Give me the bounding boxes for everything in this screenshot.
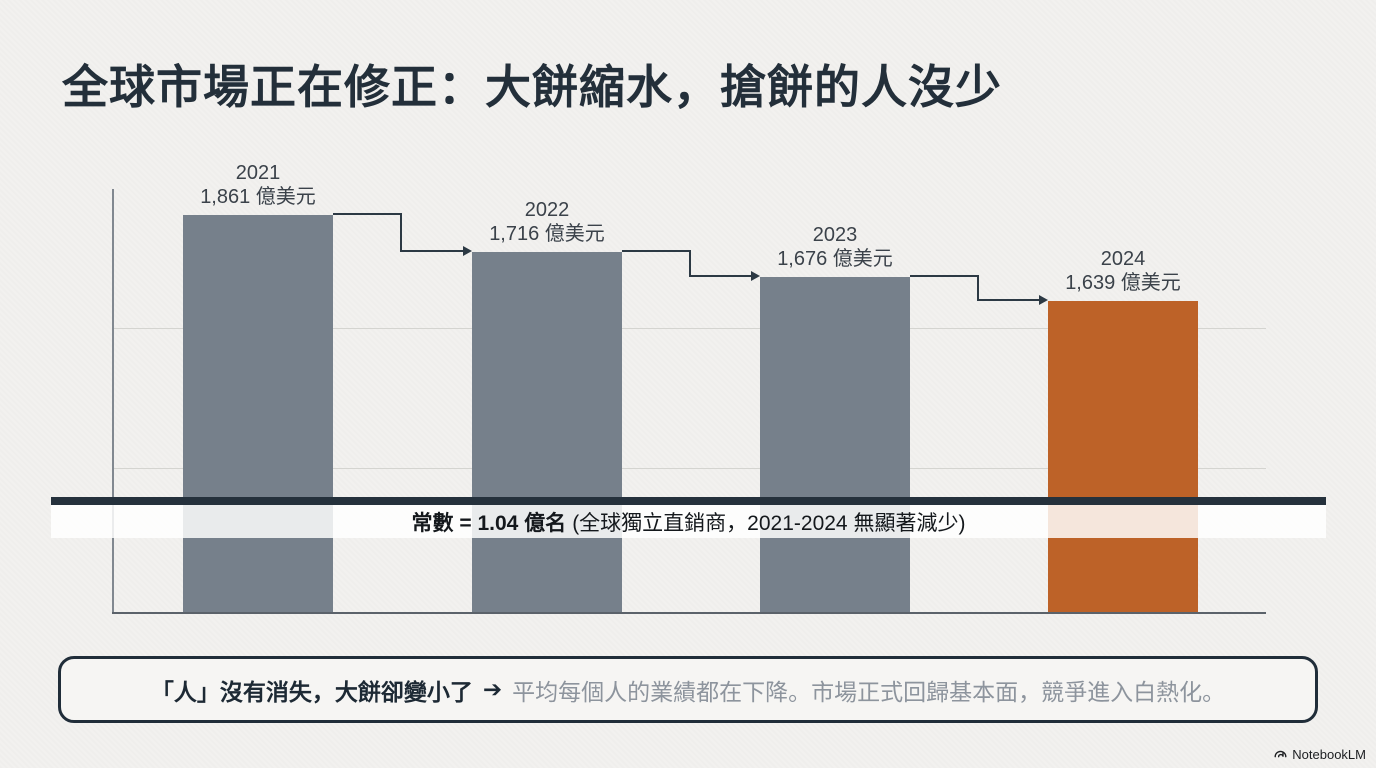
connector-v (400, 213, 402, 252)
connector-h2 (689, 275, 752, 277)
slide-title: 全球市場正在修正：大餅縮水，搶餅的人沒少 (62, 61, 1002, 113)
bar-label-2024: 2024 1,639 億美元 (983, 247, 1263, 295)
connector-h1 (622, 250, 691, 252)
bar-2023 (760, 277, 910, 613)
connector-h1 (910, 275, 979, 277)
takeaway-bold-text: 「人」沒有消失，大餅卻變小了 (150, 678, 473, 705)
connector-v (689, 250, 691, 277)
notebooklm-icon (1273, 747, 1288, 762)
connector-arrowhead (463, 246, 472, 256)
right-arrow-icon: ➔ (482, 676, 503, 702)
constant-band-bold-text: 常數 = 1.04 億名 (411, 511, 567, 535)
bar-value: 1,676 億美元 (777, 248, 893, 270)
bar-2024 (1048, 301, 1198, 613)
connector-arrowhead (1039, 295, 1048, 305)
bar-value: 1,861 億美元 (200, 186, 316, 208)
bar-2022 (472, 252, 622, 613)
connector-h1 (333, 213, 402, 215)
y-axis (112, 189, 114, 613)
constant-line (51, 497, 1326, 505)
connector-h2 (400, 250, 464, 252)
gridline-upper (112, 328, 1266, 329)
bar-2021 (183, 215, 333, 613)
notebooklm-label: NotebookLM (1292, 747, 1366, 762)
bar-label-2022: 2022 1,716 億美元 (407, 198, 687, 246)
takeaway-normal-text: 平均每個人的業績都在下降。市場正式回歸基本面，競爭進入白熱化。 (512, 678, 1226, 705)
notebooklm-watermark: NotebookLM (1273, 747, 1366, 762)
bar-value: 1,639 億美元 (1065, 272, 1181, 294)
bar-year: 2021 (235, 162, 281, 184)
bar-year: 2023 (812, 224, 858, 246)
connector-v (977, 275, 979, 301)
connector-arrowhead (751, 271, 760, 281)
constant-band-normal-text: (全球獨立直銷商，2021-2024 無顯著減少) (572, 511, 966, 535)
bar-label-2023: 2023 1,676 億美元 (695, 223, 975, 271)
takeaway-box: 「人」沒有消失，大餅卻變小了 ➔ 平均每個人的業績都在下降。市場正式回歸基本面，… (58, 656, 1318, 723)
bar-year: 2022 (524, 199, 570, 221)
bar-year: 2024 (1100, 248, 1146, 270)
gridline-lower (112, 468, 1266, 469)
bar-label-2021: 2021 1,861 億美元 (118, 161, 398, 209)
x-axis (112, 612, 1266, 614)
bar-value: 1,716 億美元 (489, 223, 605, 245)
constant-band: 常數 = 1.04 億名 (全球獨立直銷商，2021-2024 無顯著減少) (51, 505, 1326, 538)
connector-h2 (977, 299, 1040, 301)
